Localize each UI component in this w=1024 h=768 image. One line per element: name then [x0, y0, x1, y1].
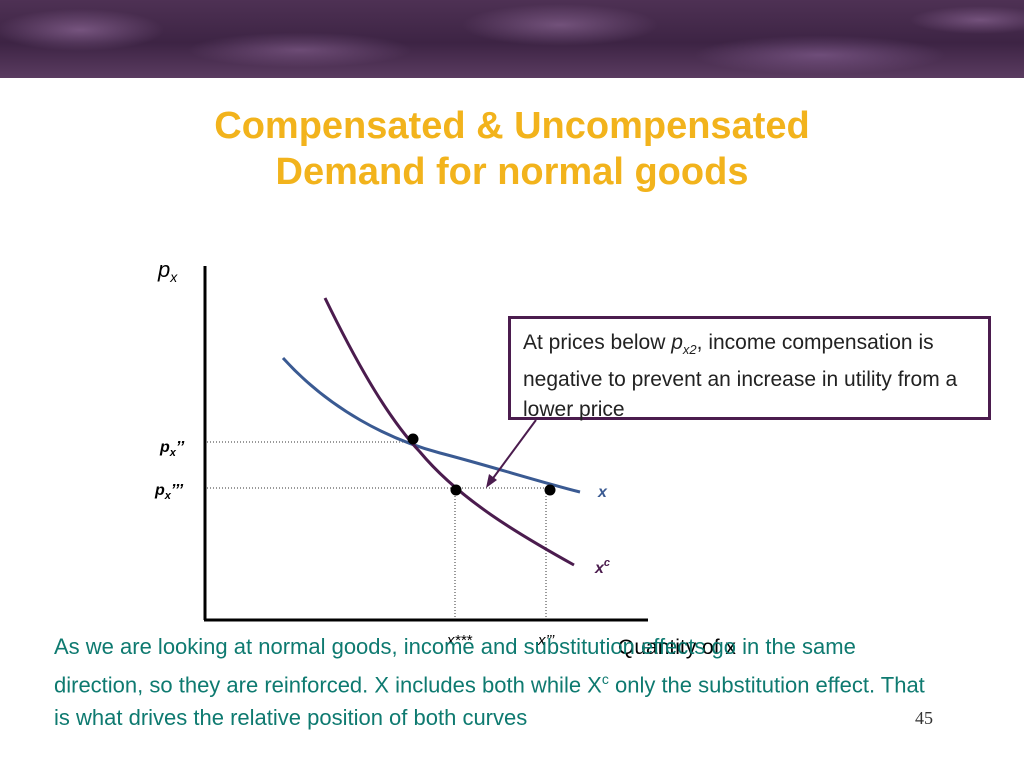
explanation-text: As we are looking at normal goods, incom…	[54, 630, 934, 734]
point-px-double	[407, 433, 419, 445]
curve-label-xc: xc	[594, 557, 610, 577]
quantity-label-x-triple: x***	[446, 632, 473, 649]
price-label-px-triple: px’’’	[154, 482, 184, 502]
note-var-base: p	[671, 331, 683, 354]
quantity-label-x-double: x’’’	[537, 632, 555, 649]
note-text-before: At prices below	[523, 331, 672, 354]
y-axis-label: px	[157, 257, 178, 285]
explanation-sup: c	[601, 671, 609, 687]
point-uncompensated	[544, 484, 556, 496]
header-banner	[0, 0, 1024, 78]
slide-title: Compensated & Uncompensated Demand for n…	[0, 103, 1024, 195]
page-number: 45	[915, 708, 933, 728]
curve-label-x: x	[597, 484, 608, 501]
explanation-part-2: only the substitution effect. That is wh…	[54, 672, 925, 731]
compensated-demand-curve	[323, 297, 575, 567]
annotation-box: At prices below px2, income compensation…	[508, 316, 991, 422]
x-axis-label: Quantity of x	[618, 636, 736, 659]
uncompensated-demand-curve	[281, 356, 581, 494]
price-label-px-double: px’’	[159, 439, 185, 459]
title-line-2: Demand for normal goods	[275, 151, 749, 193]
note-text-after: , income compensation is negative to pre…	[523, 331, 958, 422]
note-var-sub: x2	[682, 342, 697, 358]
note-arrow-head	[486, 474, 497, 488]
title-line-1: Compensated & Uncompensated	[214, 105, 810, 147]
explanation-part-1: As we are looking at normal goods, incom…	[54, 634, 856, 698]
point-compensated	[450, 484, 462, 496]
note-arrow-line	[490, 419, 537, 482]
